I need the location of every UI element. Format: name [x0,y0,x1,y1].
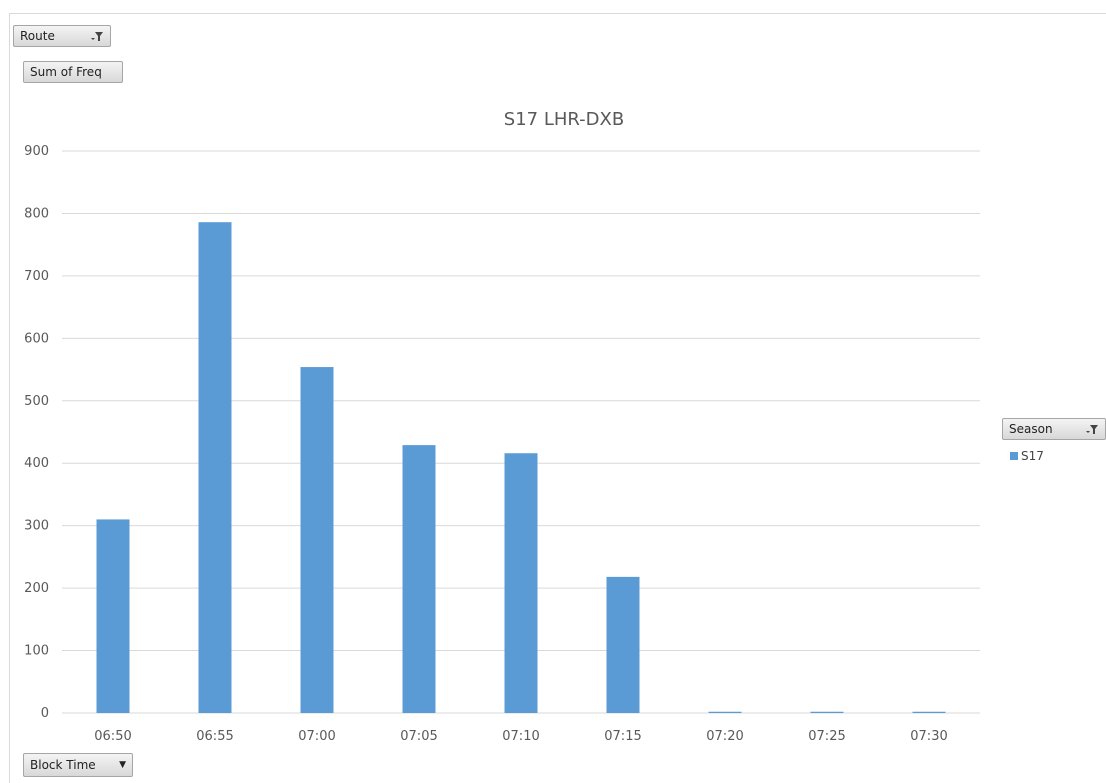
season-filter-button[interactable]: Season [1002,418,1106,440]
bar-0710[interactable] [504,453,538,713]
x-tick-label: 07:30 [910,729,947,744]
legend-entry-s17: S17 [1010,449,1044,463]
bar-0725[interactable] [810,711,844,713]
y-tick-label: 600 [24,331,49,346]
route-filter-button[interactable]: Route [13,25,111,47]
y-tick-label: 800 [24,206,49,221]
bars-series-s17 [96,222,946,714]
x-tick-label: 07:10 [502,729,539,744]
x-tick-label: 06:50 [94,729,131,744]
chart-title: S17 LHR-DXB [504,109,624,130]
y-tick-label: 400 [24,456,49,471]
block-time-axis-button[interactable]: Block Time ▼ [23,753,133,777]
y-tick-label: 200 [24,581,49,596]
y-tick-label: 900 [24,144,49,159]
x-tick-label: 07:00 [298,729,335,744]
sum-of-freq-button[interactable]: Sum of Freq [23,61,123,83]
chart-area-border [9,13,1106,783]
bar-0715[interactable] [606,576,640,713]
bar-0650[interactable] [96,519,130,713]
x-tick-label: 06:55 [196,729,233,744]
season-filter-label: Season [1009,422,1053,436]
route-filter-label: Route [20,29,55,43]
y-tick-label: 300 [24,519,49,534]
block-time-label: Block Time [30,758,96,772]
x-tick-label: 07:05 [400,729,437,744]
bar-0700[interactable] [300,367,334,713]
y-tick-label: 500 [24,394,49,409]
filter-funnel-icon [90,29,104,43]
x-tick-label: 07:15 [604,729,641,744]
legend-swatch [1010,452,1018,460]
bar-0720[interactable] [708,711,742,713]
legend-label: S17 [1021,449,1044,463]
bar-0705[interactable] [402,445,436,713]
filter-funnel-icon [1085,422,1099,436]
bar-0730[interactable] [912,711,946,713]
y-axis-tick-labels: 0 100 200 300 400 500 600 700 800 900 [24,144,49,721]
x-tick-label: 07:20 [706,729,743,744]
bar-0655[interactable] [198,222,232,714]
y-tick-label: 0 [41,706,49,721]
x-axis-tick-labels: 06:50 06:55 07:00 07:05 07:10 07:15 07:20 07:25… [94,729,947,744]
x-tick-label: 07:25 [808,729,845,744]
dropdown-arrow-icon: ▼ [119,760,126,770]
sum-of-freq-label: Sum of Freq [30,65,102,79]
y-tick-label: 100 [24,644,49,659]
y-tick-label: 700 [24,269,49,284]
